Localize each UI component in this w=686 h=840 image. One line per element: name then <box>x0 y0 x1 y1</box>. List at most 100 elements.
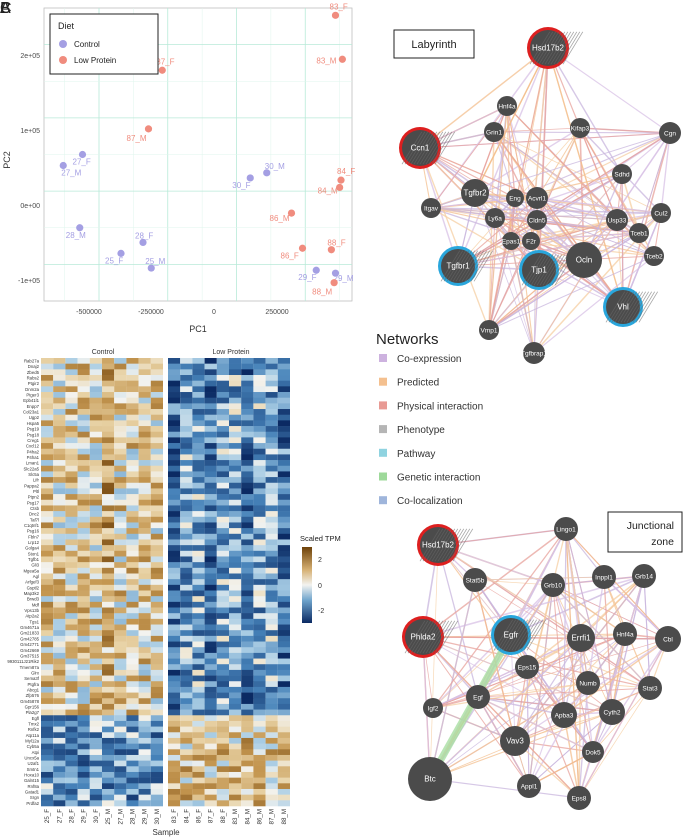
network-node: Inppl1 <box>592 565 616 589</box>
heatmap-cell <box>65 539 78 546</box>
network-node: Ccn1 <box>399 127 456 169</box>
heatmap-cell <box>65 681 78 688</box>
heatmap-cell <box>126 579 139 586</box>
heatmap-cell <box>192 545 205 552</box>
heatmap-cell <box>138 749 151 756</box>
scatter-point <box>158 66 166 74</box>
heatmap-cell <box>53 386 66 393</box>
heatmap-cell <box>65 686 78 693</box>
network-edge <box>437 544 582 639</box>
heatmap-cell <box>114 641 127 648</box>
heatmap-cell <box>114 760 127 767</box>
heatmap-cell <box>277 624 290 631</box>
gene-label: Gm45878 <box>20 699 39 704</box>
gene-label: Gm42669 <box>20 648 39 653</box>
network-edge <box>533 219 618 354</box>
heatmap-cell <box>168 533 181 540</box>
heatmap-cell <box>89 488 102 495</box>
heatmap-cell <box>65 443 78 450</box>
heatmap-cell <box>216 392 229 398</box>
heatmap-cell <box>138 494 151 501</box>
heatmap-cell <box>216 471 229 478</box>
heatmap-cell <box>168 471 181 478</box>
heatmap-cell <box>277 652 290 659</box>
node-hatch <box>499 619 520 651</box>
heatmap-cell <box>253 647 266 654</box>
node-hatch <box>614 291 635 323</box>
heatmap-cell <box>114 397 127 404</box>
heatmap-cell <box>168 726 181 733</box>
network-type-swatch <box>379 401 387 410</box>
heatmap-cell <box>277 760 290 767</box>
heatmap-cell <box>277 454 290 461</box>
heatmap-cell <box>53 465 66 472</box>
heatmap-cell <box>77 709 90 716</box>
heatmap-cell <box>102 681 115 688</box>
network-node: Vav3 <box>500 726 530 756</box>
network-node: Stat5b <box>463 568 487 592</box>
heatmap-cell <box>65 652 78 659</box>
heatmap-cell <box>65 556 78 563</box>
network-edge <box>494 212 662 219</box>
heatmap-cell <box>241 403 254 410</box>
heatmap-cell <box>126 635 139 642</box>
heatmap-cell <box>126 363 139 370</box>
y-tick-label: 0e+00 <box>20 203 40 210</box>
heatmap-cell <box>241 607 254 614</box>
heatmap-cell <box>277 703 290 710</box>
heatmap-cell <box>89 522 102 529</box>
heatmap-cell <box>277 737 290 744</box>
node-label: Vhl <box>617 303 629 312</box>
heatmap-cell <box>241 443 254 450</box>
heatmap-cell <box>41 596 54 603</box>
heatmap-cell <box>65 567 78 574</box>
heatmap-cell <box>204 630 217 637</box>
node-hatch <box>521 254 542 286</box>
heatmap-cell <box>216 584 229 591</box>
heatmap-cell <box>241 539 254 546</box>
heatmap-cell <box>126 511 139 518</box>
heatmap-cell <box>89 414 102 421</box>
heatmap-cell <box>216 477 229 484</box>
gene-label: Slc22a5 <box>23 466 39 471</box>
node-circle <box>526 187 548 209</box>
heatmap-cell <box>77 545 90 552</box>
heatmap-cell <box>229 794 242 801</box>
networks-legend: Networks Co-expressionPredictedPhysical … <box>376 331 483 507</box>
network-edge <box>563 638 669 716</box>
heatmap-cell <box>229 743 242 750</box>
heatmap-cell <box>216 499 229 506</box>
heatmap-cell <box>229 414 242 421</box>
heatmap-cell <box>180 664 193 671</box>
network-edge <box>494 217 535 354</box>
heatmap-cell <box>150 749 163 756</box>
heatmap-cell <box>229 545 242 552</box>
heatmap-cell <box>89 511 102 518</box>
heatmap-cell <box>168 675 181 682</box>
heatmap-cell <box>53 443 66 450</box>
heatmap-cell <box>265 726 278 733</box>
heatmap-cell <box>204 380 217 387</box>
heatmap-cell <box>168 505 181 512</box>
heatmap-cell <box>89 567 102 574</box>
node-hatch <box>431 528 453 562</box>
heatmap-cell <box>53 630 66 637</box>
heatmap-cell <box>77 414 90 421</box>
heatmap-cell <box>168 567 181 574</box>
heatmap-cell <box>216 528 229 535</box>
heatmap-cell <box>192 363 205 370</box>
heatmap-cell <box>241 709 254 716</box>
heatmap-cell <box>126 522 139 529</box>
heatmap-cell <box>41 375 54 381</box>
heatmap-cell <box>53 777 66 784</box>
gene-label: Lman1 <box>26 461 40 466</box>
network-edge <box>506 105 516 199</box>
heatmap-cell <box>126 601 139 608</box>
heatmap-cell <box>41 358 54 364</box>
heatmap-cell <box>192 590 205 597</box>
point-label: 86_F <box>281 251 299 260</box>
heatmap-cell <box>126 420 139 427</box>
node-label: Ccn1 <box>411 144 430 153</box>
heatmap-cell <box>241 363 254 370</box>
node-label: Numb <box>579 681 597 688</box>
